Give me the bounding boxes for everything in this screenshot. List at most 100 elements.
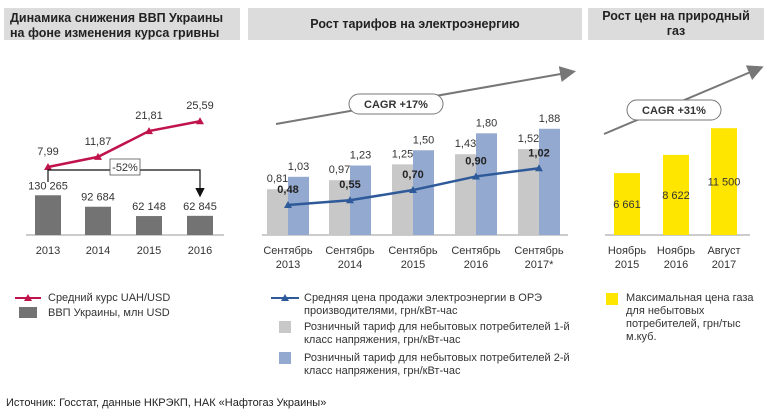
tariff-panel-title: Рост тарифов на электроэнергию [248, 8, 582, 40]
class1-value-label: 1,25 [392, 148, 413, 160]
x-tick-label: Ноябрь [657, 245, 695, 257]
bar-swatch-icon [14, 307, 42, 318]
gas-legend: Максимальная цена газа для небытовых пот… [606, 292, 764, 344]
x-tick-label: Сентябрь [263, 245, 313, 257]
tariff-legend-avg: Средняя цена продажи электроэнергии в ОР… [270, 292, 580, 318]
bar-swatch-icon [606, 293, 618, 305]
gas-price-label: 8 622 [662, 190, 690, 202]
legend-label: Максимальная цена газа для небытовых пот… [626, 292, 754, 343]
tariff-class2-bar [476, 133, 497, 235]
rate-point [196, 117, 204, 125]
avg-price-label: 0,70 [402, 169, 423, 181]
tariff-class1-bar [329, 180, 350, 235]
decline-label: -52% [112, 162, 138, 174]
avg-price-label: 0,90 [465, 155, 486, 167]
class1-value-label: 0,81 [267, 173, 288, 185]
cagr-label: CAGR +31% [642, 105, 706, 117]
gas-price-bar [711, 128, 737, 235]
x-tick-label: 2017 [712, 259, 736, 271]
x-tick-label: 2015 [615, 259, 639, 271]
gdp-bar-label: 130 265 [28, 180, 68, 192]
legend-label: Розничный тариф для небытовых потребител… [304, 352, 570, 377]
tariff-class2-bar [288, 176, 309, 235]
rate-point [145, 127, 153, 135]
legend-label: Средний курс UAH/USD [48, 292, 171, 304]
rate-label: 25,59 [186, 100, 214, 112]
gas-price-bar [663, 154, 689, 235]
legend-label: ВВП Украины, млн USD [48, 307, 170, 319]
class1-value-label: 1,52 [518, 133, 539, 145]
avg-price-label: 1,02 [528, 147, 549, 159]
class1-value-label: 1,43 [455, 138, 476, 150]
gdp-bar-label: 92 684 [81, 192, 115, 204]
rate-label: 21,81 [135, 110, 163, 122]
class2-value-label: 1,23 [350, 150, 371, 162]
x-tick-label: 2016 [188, 245, 212, 257]
x-tick-label: Сентябрь [514, 245, 564, 257]
avg-price-point [284, 201, 292, 208]
x-tick-label: 2016 [464, 259, 488, 271]
x-tick-label: Сентябрь [451, 245, 501, 257]
tariff-class2-bar [413, 150, 434, 235]
x-tick-label: 2015 [137, 245, 161, 257]
avg-price-label: 0,55 [339, 179, 360, 191]
bar-swatch-icon [270, 321, 300, 333]
gdp-panel-title: Динамика снижения ВВП Украины на фоне из… [4, 8, 240, 40]
avg-price-point [472, 172, 480, 180]
x-tick-label: Август [707, 245, 740, 257]
legend-label: Средняя цена продажи электроэнергии в ОР… [304, 292, 543, 317]
gdp-bar-label: 62 845 [183, 201, 217, 213]
x-tick-label: 2015 [401, 259, 425, 271]
gas-panel-title: Рост цен на природный газ [588, 8, 764, 40]
tariff-class1-bar [455, 154, 476, 235]
legend-label: Розничный тариф для небытовых потребител… [304, 321, 570, 346]
tariff-class2-bar [350, 165, 371, 235]
x-tick-label: Сентябрь [388, 245, 438, 257]
x-tick-label: 2014 [338, 259, 362, 271]
gas-price-bar [614, 173, 640, 235]
rate-line [47, 120, 201, 169]
x-tick-label: Ноябрь [608, 245, 646, 257]
gas-price-label: 6 661 [613, 199, 641, 211]
gdp-legend-rate: Средний курс UAH/USD [14, 292, 170, 305]
avg-price-label: 0,48 [277, 184, 298, 196]
charts-canvas: 130 265 2013 92 684 2014 62 148 2015 62 845 201… [26, 65, 764, 271]
x-tick-label: 2014 [86, 245, 110, 257]
class2-value-label: 1,03 [288, 161, 309, 173]
avg-price-point [409, 186, 417, 194]
decline-badge [109, 158, 141, 176]
class2-value-label: 1,80 [476, 117, 497, 129]
avg-price-point [346, 196, 354, 204]
line-marker-icon [15, 294, 41, 301]
gas-price-label: 11 500 [708, 177, 741, 189]
x-tick-label: 2017* [525, 259, 554, 271]
rate-label: 7,99 [37, 146, 58, 158]
rate-label: 11,87 [85, 136, 112, 148]
x-tick-label: 2013 [36, 245, 60, 257]
class1-value-label: 0,97 [329, 164, 350, 176]
cagr-badge [348, 93, 444, 115]
source-note: Источник: Госстат, данные НКРЭКП, НАК «Н… [6, 397, 327, 409]
x-tick-label: 2016 [664, 259, 688, 271]
cagr-label: CAGR +17% [364, 99, 428, 111]
class2-value-label: 1,50 [413, 134, 434, 146]
gdp-legend-gdp: ВВП Украины, млн USD [14, 307, 170, 320]
gdp-bar [85, 206, 111, 235]
gdp-bar [187, 215, 213, 235]
tariff-class1-bar [267, 189, 288, 235]
rate-point [94, 152, 102, 160]
bar-swatch-icon [270, 352, 300, 364]
tariff-class1-bar [392, 164, 413, 235]
tariff-legend-class2: Розничный тариф для небытовых потребител… [270, 352, 580, 378]
avg-price-point [535, 164, 543, 172]
line-marker-icon [271, 294, 299, 301]
tariff-class2-bar [539, 128, 560, 235]
tariff-legend-class1: Розничный тариф для небытовых потребител… [270, 321, 580, 347]
x-tick-label: 2013 [276, 259, 300, 271]
rate-point [44, 163, 52, 170]
tariff-class1-bar [518, 149, 539, 235]
gdp-bar-label: 62 148 [132, 201, 166, 213]
x-tick-label: Сентябрь [325, 245, 375, 257]
gdp-bar [136, 216, 162, 235]
gdp-bar [35, 195, 61, 235]
